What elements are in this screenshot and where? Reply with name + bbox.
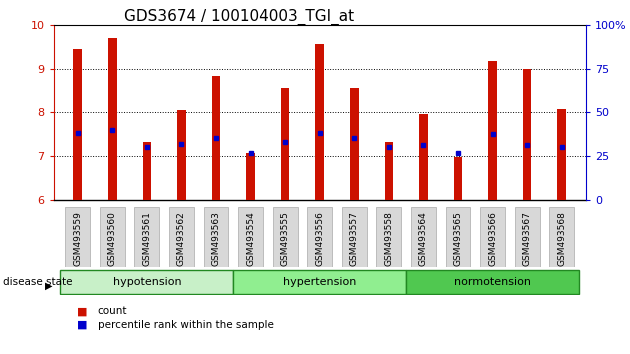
Text: hypotension: hypotension: [113, 277, 181, 287]
Text: normotension: normotension: [454, 277, 531, 287]
Bar: [488, 61, 497, 200]
Bar: [558, 109, 566, 200]
Text: GSM493560: GSM493560: [108, 211, 117, 266]
Text: GSM493557: GSM493557: [350, 211, 359, 266]
Text: GSM493558: GSM493558: [384, 211, 393, 266]
FancyBboxPatch shape: [66, 207, 90, 267]
FancyBboxPatch shape: [100, 207, 125, 267]
Bar: [142, 142, 151, 200]
Text: ▶: ▶: [45, 281, 53, 291]
Bar: [177, 110, 186, 200]
Bar: [523, 69, 532, 200]
Bar: [454, 157, 462, 200]
FancyBboxPatch shape: [273, 207, 297, 267]
Text: GSM493555: GSM493555: [280, 211, 290, 266]
FancyBboxPatch shape: [480, 207, 505, 267]
Bar: [246, 153, 255, 200]
FancyBboxPatch shape: [549, 207, 574, 267]
Text: percentile rank within the sample: percentile rank within the sample: [98, 320, 273, 330]
FancyBboxPatch shape: [376, 207, 401, 267]
Bar: [350, 88, 358, 200]
FancyBboxPatch shape: [411, 207, 436, 267]
Text: GSM493564: GSM493564: [419, 211, 428, 266]
Text: disease state: disease state: [3, 277, 72, 287]
Text: GSM493554: GSM493554: [246, 211, 255, 266]
Text: GSM493565: GSM493565: [454, 211, 462, 266]
FancyBboxPatch shape: [169, 207, 194, 267]
Text: hypertension: hypertension: [283, 277, 357, 287]
Text: ■: ■: [77, 320, 87, 330]
Text: GSM493566: GSM493566: [488, 211, 497, 266]
Text: GSM493563: GSM493563: [212, 211, 220, 266]
FancyBboxPatch shape: [406, 269, 579, 294]
Text: GDS3674 / 100104003_TGI_at: GDS3674 / 100104003_TGI_at: [124, 9, 355, 25]
Bar: [384, 142, 393, 200]
Bar: [419, 114, 428, 200]
Text: GSM493561: GSM493561: [142, 211, 151, 266]
FancyBboxPatch shape: [307, 207, 332, 267]
Bar: [281, 88, 289, 200]
Text: GSM493559: GSM493559: [73, 211, 83, 266]
FancyBboxPatch shape: [233, 269, 406, 294]
FancyBboxPatch shape: [515, 207, 539, 267]
FancyBboxPatch shape: [60, 269, 233, 294]
Bar: [108, 38, 117, 200]
Bar: [74, 49, 82, 200]
Bar: [212, 76, 220, 200]
Text: GSM493562: GSM493562: [177, 211, 186, 266]
Text: GSM493567: GSM493567: [523, 211, 532, 266]
Bar: [316, 44, 324, 200]
Text: ■: ■: [77, 306, 87, 316]
Text: count: count: [98, 306, 127, 316]
Text: GSM493556: GSM493556: [315, 211, 324, 266]
FancyBboxPatch shape: [238, 207, 263, 267]
Text: GSM493568: GSM493568: [557, 211, 566, 266]
FancyBboxPatch shape: [134, 207, 159, 267]
FancyBboxPatch shape: [203, 207, 229, 267]
FancyBboxPatch shape: [445, 207, 471, 267]
FancyBboxPatch shape: [342, 207, 367, 267]
